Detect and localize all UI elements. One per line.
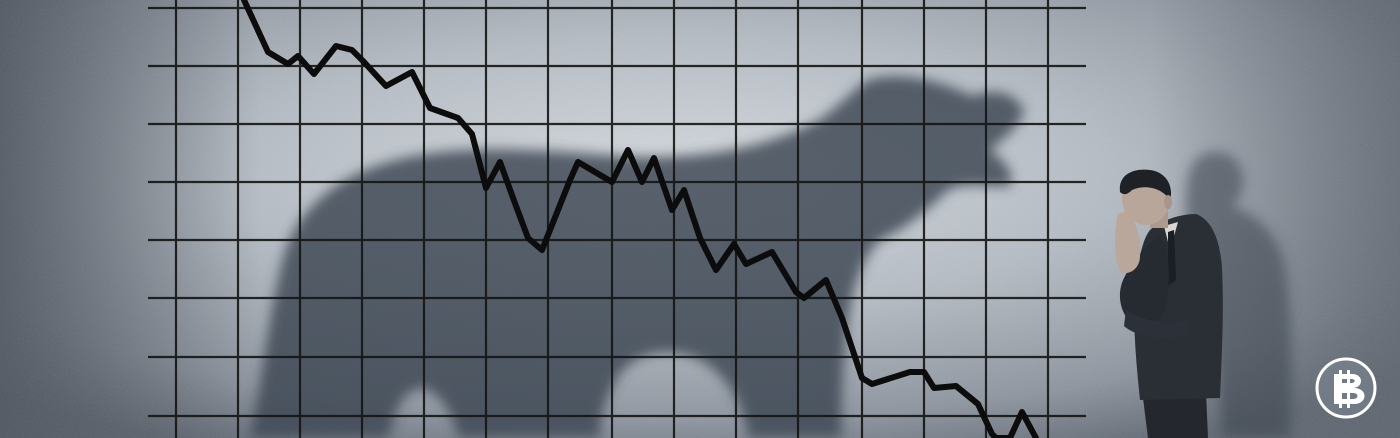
businessman [1115,169,1223,438]
bitcoin-icon [1334,370,1365,408]
man-shadow [1185,152,1292,438]
bear-shadow [250,76,1024,438]
price-line [241,0,1039,438]
chart-grid [148,0,1086,438]
bitcoin-badge [1315,357,1377,419]
